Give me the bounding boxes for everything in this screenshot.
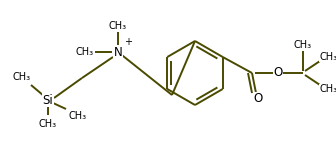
Text: O: O [253,93,263,106]
Text: CH₃: CH₃ [320,84,336,94]
Text: CH₃: CH₃ [69,111,87,121]
Text: +: + [124,37,132,47]
Text: CH₃: CH₃ [294,40,312,50]
Text: CH₃: CH₃ [76,47,94,57]
Text: CH₃: CH₃ [39,119,57,129]
Text: CH₃: CH₃ [13,72,31,82]
Text: CH₃: CH₃ [109,21,127,31]
Text: Si: Si [43,93,53,106]
Text: O: O [274,66,283,80]
Text: N: N [114,46,122,58]
Text: CH₃: CH₃ [320,52,336,62]
